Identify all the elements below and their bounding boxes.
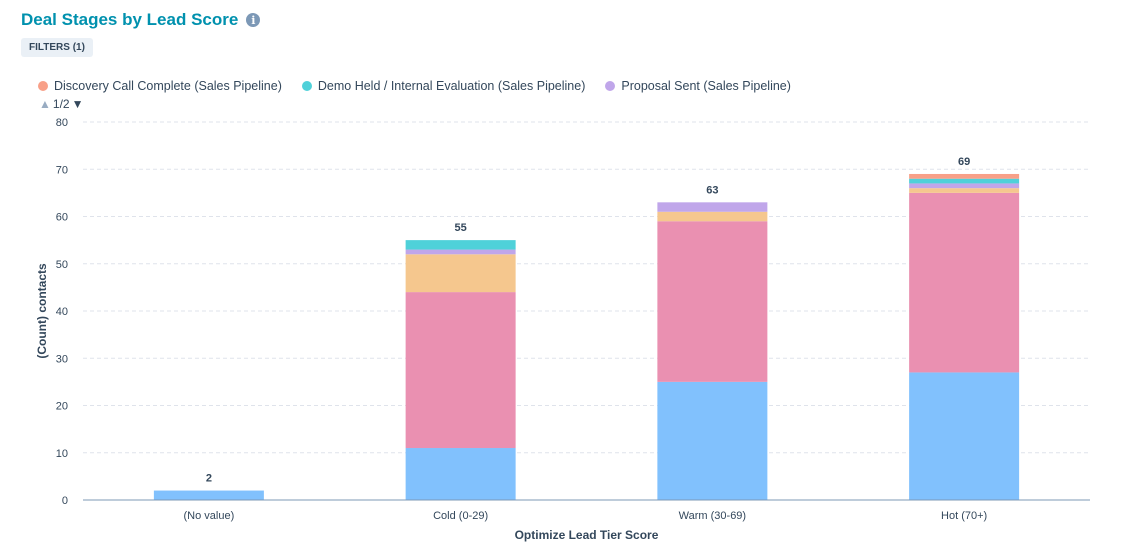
y-axis-label: (Count) contacts xyxy=(35,263,49,359)
y-tick-label: 70 xyxy=(56,164,68,176)
bar-segment[interactable] xyxy=(405,292,516,449)
y-tick-label: 80 xyxy=(56,117,68,129)
bar-segment[interactable] xyxy=(153,490,264,500)
legend-item[interactable]: Proposal Sent (Sales Pipeline) xyxy=(605,79,791,93)
y-tick-label: 60 xyxy=(56,212,68,224)
bar-segment[interactable] xyxy=(657,202,768,212)
legend-item[interactable]: Demo Held / Internal Evaluation (Sales P… xyxy=(301,79,586,93)
bar-segment[interactable] xyxy=(405,240,516,250)
legend-pager: ▲ 1/2 ▼ xyxy=(39,97,83,111)
bar-segment[interactable] xyxy=(405,448,516,500)
legend-label: Proposal Sent (Sales Pipeline) xyxy=(621,79,791,93)
prev-page-icon[interactable]: ▲ xyxy=(39,97,51,111)
info-icon[interactable]: i xyxy=(246,13,261,27)
next-page-icon[interactable]: ▼ xyxy=(71,97,84,111)
bar-segment[interactable] xyxy=(405,254,516,293)
bar-segment[interactable] xyxy=(909,173,1020,179)
legend-label: Discovery Call Complete (Sales Pipeline) xyxy=(54,79,282,93)
bar-segment[interactable] xyxy=(657,221,768,382)
y-tick-label: 40 xyxy=(56,306,68,318)
bar-segment[interactable] xyxy=(909,192,1020,373)
legend-dot xyxy=(38,81,48,91)
y-tick-label: 0 xyxy=(62,495,68,507)
bar-segment[interactable] xyxy=(657,381,768,500)
legend-label: Demo Held / Internal Evaluation (Sales P… xyxy=(317,79,586,93)
data-label: 69 xyxy=(958,156,970,168)
bar-segment[interactable] xyxy=(909,188,1020,193)
y-tick-label: 30 xyxy=(56,353,68,365)
bar-segment[interactable] xyxy=(909,372,1020,500)
x-tick-label: (No value) xyxy=(184,510,235,522)
data-label: 55 xyxy=(455,222,467,234)
bar-segment[interactable] xyxy=(909,183,1020,189)
y-tick-label: 10 xyxy=(56,448,68,460)
legend-page: 1/2 xyxy=(52,97,70,111)
x-tick-label: Hot (70+) xyxy=(941,510,987,522)
data-label: 63 xyxy=(706,184,718,196)
chart-title: Deal Stages by Lead Score xyxy=(21,10,239,29)
y-tick-label: 50 xyxy=(56,259,68,271)
filters-button[interactable]: FILTERS (1) xyxy=(21,38,93,57)
legend-dot xyxy=(605,81,616,91)
y-tick-label: 20 xyxy=(56,401,68,413)
x-tick-label: Warm (30-69) xyxy=(679,510,746,522)
bar-segment[interactable] xyxy=(405,249,516,255)
legend: Discovery Call Complete (Sales Pipeline)… xyxy=(38,79,791,93)
x-tick-label: Cold (0-29) xyxy=(433,510,488,522)
bar-segment[interactable] xyxy=(909,178,1020,184)
bar-segment[interactable] xyxy=(657,211,768,222)
x-axis-label: Optimize Lead Tier Score xyxy=(515,528,659,542)
legend-item[interactable]: Discovery Call Complete (Sales Pipeline) xyxy=(38,79,282,93)
page-title: Deal Stages by Lead Score i xyxy=(21,10,261,30)
data-label: 2 xyxy=(206,473,212,485)
legend-dot xyxy=(301,81,312,91)
